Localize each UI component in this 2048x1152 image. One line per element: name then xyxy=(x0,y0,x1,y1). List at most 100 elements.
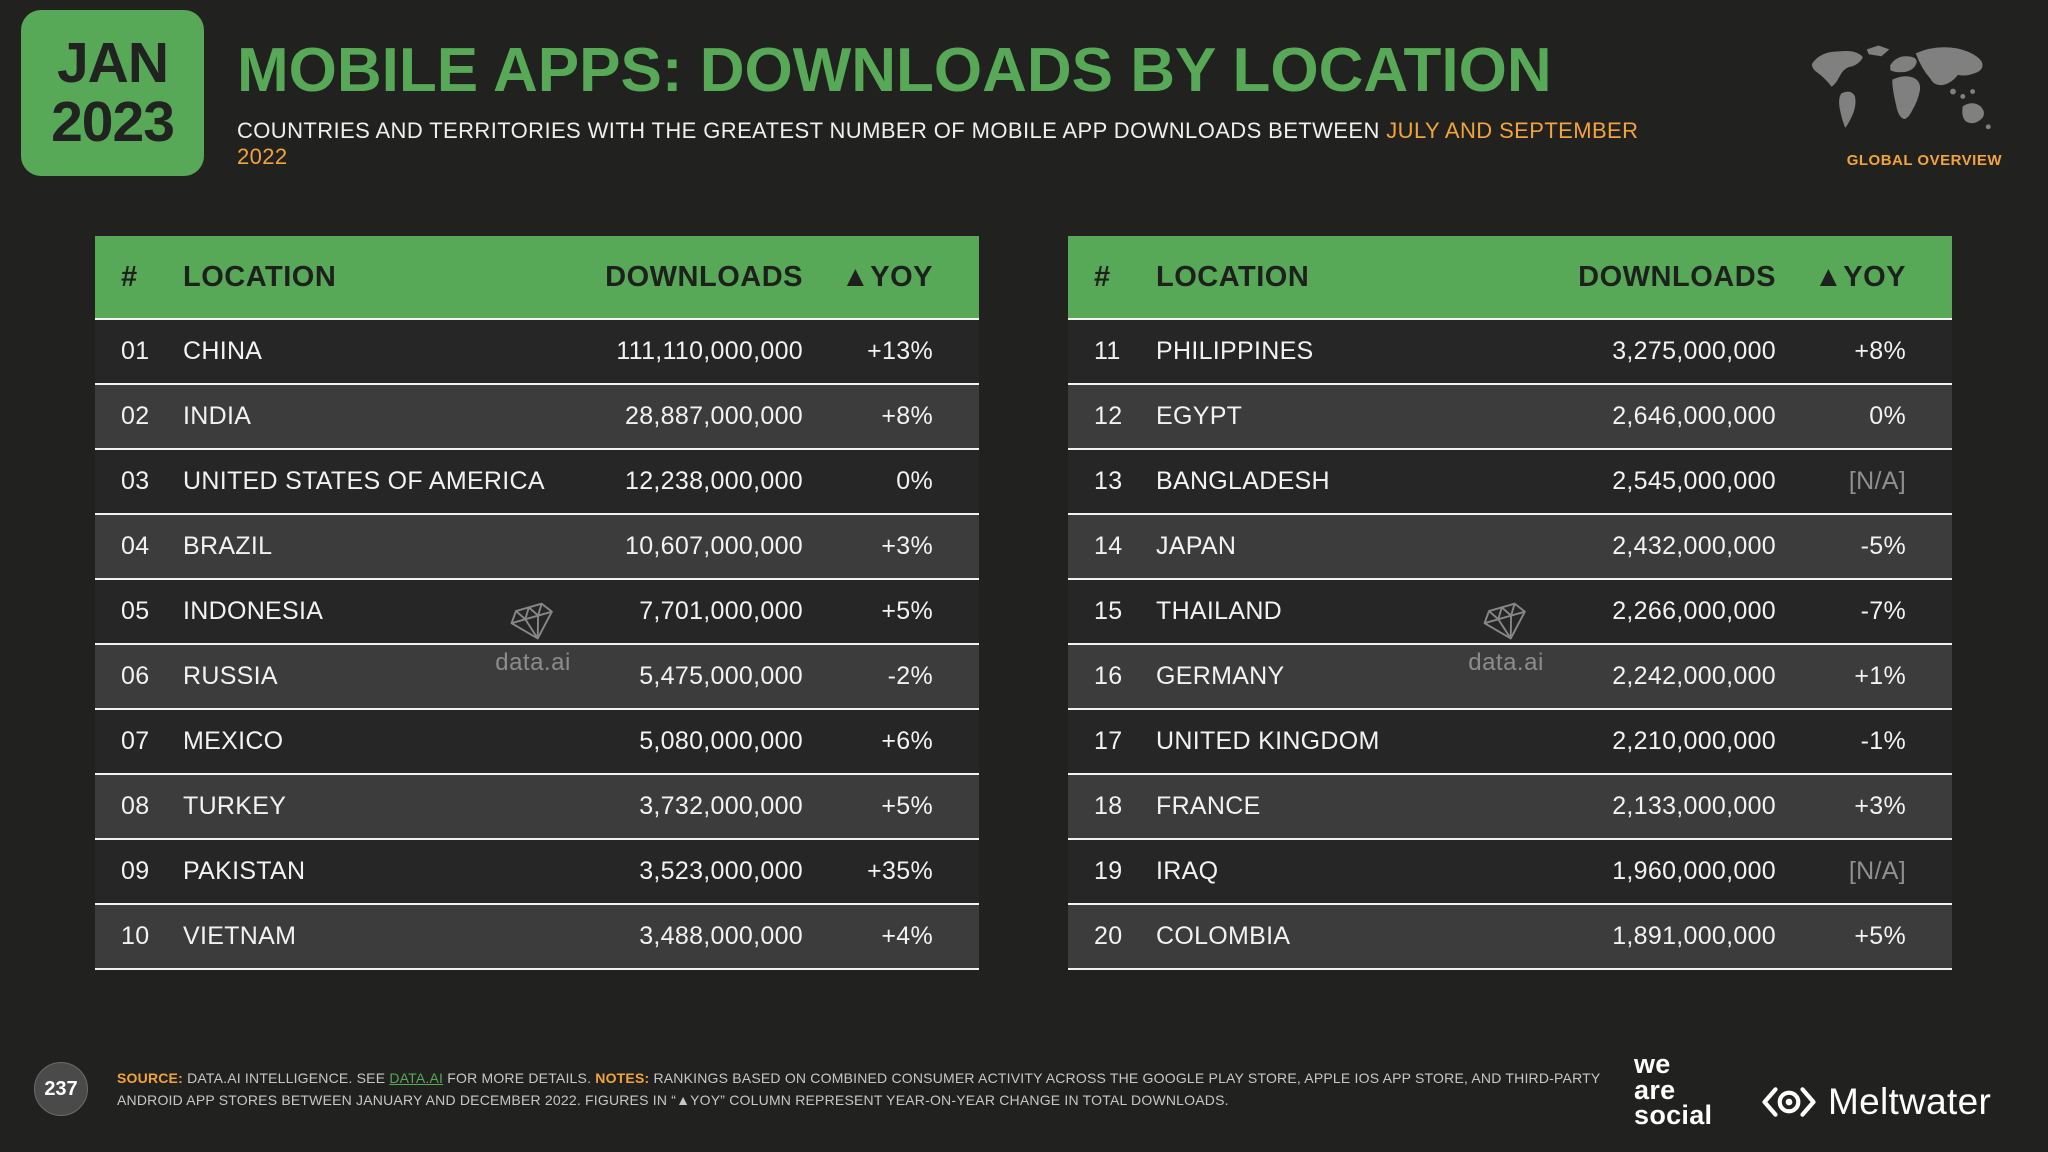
cell-yoy: +13% xyxy=(867,337,933,365)
cell-yoy: +5% xyxy=(881,792,933,820)
cell-location: FRANCE xyxy=(1156,792,1261,820)
notes-label: NOTES: xyxy=(595,1070,650,1086)
cell-yoy: +8% xyxy=(881,402,933,430)
header-rank: # xyxy=(121,260,138,293)
subtitle-highlight: JULY AND SEPTEMBER 2022 xyxy=(237,118,1639,169)
cell-yoy: [N/A] xyxy=(1848,857,1906,885)
cell-rank: 07 xyxy=(121,727,150,755)
cell-downloads: 10,607,000,000 xyxy=(625,532,803,560)
cell-downloads: 2,242,000,000 xyxy=(1612,662,1776,690)
table-row: 03 UNITED STATES OF AMERICA 12,238,000,0… xyxy=(95,450,979,515)
page-number-badge: 237 xyxy=(34,1062,88,1116)
cell-yoy: -1% xyxy=(1860,727,1906,755)
notes-text: RANKINGS BASED ON COMBINED CONSUMER ACTI… xyxy=(117,1070,1601,1108)
cell-downloads: 2,210,000,000 xyxy=(1612,727,1776,755)
table-row: 13 BANGLADESH 2,545,000,000 [N/A] xyxy=(1068,450,1952,515)
cell-yoy: -7% xyxy=(1860,597,1906,625)
world-map-icon xyxy=(1811,45,1991,130)
cell-rank: 08 xyxy=(121,792,150,820)
cell-downloads: 7,701,000,000 xyxy=(639,597,803,625)
cell-location: UNITED KINGDOM xyxy=(1156,727,1380,755)
table-row: 09 PAKISTAN 3,523,000,000 +35% xyxy=(95,840,979,905)
cell-downloads: 5,080,000,000 xyxy=(639,727,803,755)
table-row: 07 MEXICO 5,080,000,000 +6% xyxy=(95,710,979,775)
table-row: 14 JAPAN 2,432,000,000 -5% xyxy=(1068,515,1952,580)
cell-yoy: +8% xyxy=(1854,337,1906,365)
cell-downloads: 3,523,000,000 xyxy=(639,857,803,885)
table-row: 16 GERMANY 2,242,000,000 +1% xyxy=(1068,645,1952,710)
cell-location: TURKEY xyxy=(183,792,287,820)
cell-location: EGYPT xyxy=(1156,402,1243,430)
was-line-2: are xyxy=(1634,1074,1676,1105)
cell-downloads: 28,887,000,000 xyxy=(625,402,803,430)
cell-rank: 02 xyxy=(121,402,150,430)
table-row: 18 FRANCE 2,133,000,000 +3% xyxy=(1068,775,1952,840)
table-header: # LOCATION DOWNLOADS ▲YOY xyxy=(95,236,979,320)
cell-yoy: +4% xyxy=(881,922,933,950)
cell-rank: 05 xyxy=(121,597,150,625)
cell-rank: 13 xyxy=(1094,467,1123,495)
cell-yoy: +6% xyxy=(881,727,933,755)
cell-location: INDONESIA xyxy=(183,597,324,625)
cell-yoy: +35% xyxy=(867,857,933,885)
table-body: 01 CHINA 111,110,000,000 +13% 02 INDIA 2… xyxy=(95,320,979,970)
table-row: 10 VIETNAM 3,488,000,000 +4% xyxy=(95,905,979,970)
cell-yoy: +5% xyxy=(881,597,933,625)
table-row: 17 UNITED KINGDOM 2,210,000,000 -1% xyxy=(1068,710,1952,775)
cell-downloads: 1,891,000,000 xyxy=(1612,922,1776,950)
cell-downloads: 3,732,000,000 xyxy=(639,792,803,820)
cell-location: RUSSIA xyxy=(183,662,278,690)
cell-location: COLOMBIA xyxy=(1156,922,1291,950)
title-block: MOBILE APPS: DOWNLOADS BY LOCATION COUNT… xyxy=(237,40,1687,170)
cell-rank: 04 xyxy=(121,532,150,560)
table-row: 11 PHILIPPINES 3,275,000,000 +8% xyxy=(1068,320,1952,385)
cell-rank: 17 xyxy=(1094,727,1123,755)
cell-location: JAPAN xyxy=(1156,532,1237,560)
cell-downloads: 2,545,000,000 xyxy=(1612,467,1776,495)
header-yoy: ▲YOY xyxy=(1814,260,1906,293)
footer-note: SOURCE: DATA.AI INTELLIGENCE. SEE DATA.A… xyxy=(117,1068,1609,1111)
cell-location: INDIA xyxy=(183,402,252,430)
was-line-1: we xyxy=(1634,1049,1671,1079)
meltwater-logo: Meltwater xyxy=(1762,1076,1991,1128)
cell-rank: 03 xyxy=(121,467,150,495)
we-are-social-logo: we are social xyxy=(1634,1049,1712,1129)
cell-yoy: +5% xyxy=(1854,922,1906,950)
page-subtitle: COUNTRIES AND TERRITORIES WITH THE GREAT… xyxy=(237,118,1687,170)
cell-location: UNITED STATES OF AMERICA xyxy=(183,467,545,495)
cell-yoy: +3% xyxy=(881,532,933,560)
table-row: 20 COLOMBIA 1,891,000,000 +5% xyxy=(1068,905,1952,970)
meltwater-wordmark: Meltwater xyxy=(1828,1081,1992,1122)
tables-area: # LOCATION DOWNLOADS ▲YOY 01 CHINA 111,1… xyxy=(95,236,1952,970)
badge-month: JAN xyxy=(56,30,169,95)
map-caption: GLOBAL OVERVIEW xyxy=(1846,152,2002,169)
cell-downloads: 2,646,000,000 xyxy=(1612,402,1776,430)
table-row: 19 IRAQ 1,960,000,000 [N/A] xyxy=(1068,840,1952,905)
cell-rank: 10 xyxy=(121,922,150,950)
cell-location: PHILIPPINES xyxy=(1156,337,1314,365)
header-downloads: DOWNLOADS xyxy=(605,260,803,293)
date-badge: JAN 2023 xyxy=(21,10,204,176)
source-label: SOURCE: xyxy=(117,1070,183,1086)
source-text-1: DATA.AI INTELLIGENCE. SEE xyxy=(187,1070,386,1086)
downloads-table-right: # LOCATION DOWNLOADS ▲YOY 11 PHILIPPINES… xyxy=(1068,236,1952,970)
cell-downloads: 1,960,000,000 xyxy=(1612,857,1776,885)
table-header: # LOCATION DOWNLOADS ▲YOY xyxy=(1068,236,1952,320)
cell-rank: 09 xyxy=(121,857,150,885)
cell-downloads: 3,488,000,000 xyxy=(639,922,803,950)
cell-rank: 19 xyxy=(1094,857,1123,885)
cell-yoy: 0% xyxy=(1869,402,1906,430)
table-row: 01 CHINA 111,110,000,000 +13% xyxy=(95,320,979,385)
cell-location: CHINA xyxy=(183,337,263,365)
cell-location: BRAZIL xyxy=(183,532,273,560)
cell-rank: 01 xyxy=(121,337,150,365)
source-text-2: FOR MORE DETAILS. xyxy=(447,1070,592,1086)
cell-yoy: -2% xyxy=(887,662,933,690)
table-row: 06 RUSSIA 5,475,000,000 -2% xyxy=(95,645,979,710)
header-location: LOCATION xyxy=(1156,260,1310,293)
cell-rank: 15 xyxy=(1094,597,1123,625)
data-ai-link[interactable]: DATA.AI xyxy=(389,1070,444,1086)
cell-location: IRAQ xyxy=(1156,857,1219,885)
cell-location: BANGLADESH xyxy=(1156,467,1330,495)
table-row: 08 TURKEY 3,732,000,000 +5% xyxy=(95,775,979,840)
